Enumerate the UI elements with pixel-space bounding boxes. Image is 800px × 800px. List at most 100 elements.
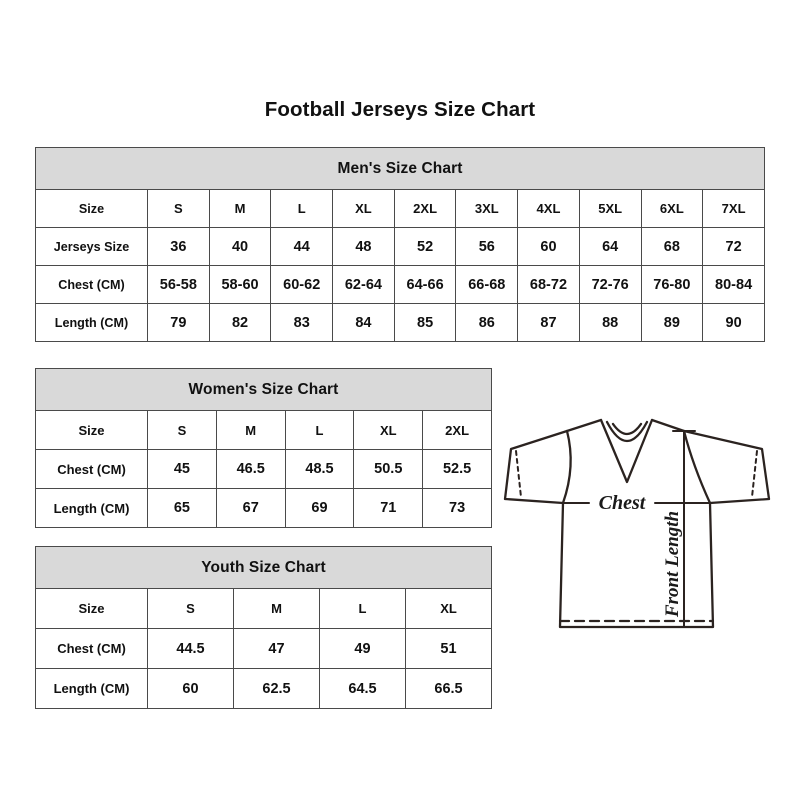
body-outline xyxy=(558,501,715,629)
cell-chest-3xl: 66-68 xyxy=(455,265,519,304)
front-length-measure-label: Front Length xyxy=(662,511,683,618)
column-header-size: Size xyxy=(35,588,148,629)
jersey-measurement-diagram: Chest Front Length xyxy=(497,396,787,686)
cell-length-2xl: 85 xyxy=(393,303,457,342)
right-armhole-seam xyxy=(682,429,712,505)
cell-chest-6xl: 76-80 xyxy=(640,265,704,304)
cell-jerseys-size-l: 44 xyxy=(270,227,334,266)
cell-length-l: 83 xyxy=(270,303,334,342)
column-header-2xl: 2XL xyxy=(422,410,492,450)
youth-table-caption: Youth Size Chart xyxy=(35,546,492,589)
cell-jerseys-size-m: 40 xyxy=(208,227,272,266)
cell-length-l: 64.5 xyxy=(319,668,406,709)
table-header-row: Size S M L XL 2XL xyxy=(35,410,492,450)
youth-size-chart-table: Youth Size Chart Size S M L XL Chest (CM… xyxy=(35,546,492,709)
cell-length-xl: 71 xyxy=(353,488,424,528)
row-header-length: Length (CM) xyxy=(35,668,148,709)
column-header-7xl: 7XL xyxy=(702,189,765,228)
cell-jerseys-size-7xl: 72 xyxy=(702,227,765,266)
cell-chest-m: 46.5 xyxy=(215,449,286,489)
row-header-jerseys-size: Jerseys Size xyxy=(35,227,148,266)
right-shoulder-line xyxy=(650,418,686,433)
cell-chest-m: 58-60 xyxy=(208,265,272,304)
left-armhole-seam xyxy=(561,429,572,505)
column-header-m: M xyxy=(233,588,320,629)
cell-length-s: 65 xyxy=(147,488,217,528)
table-row: Chest (CM) 44.5 47 49 51 xyxy=(35,628,492,669)
column-header-s: S xyxy=(147,588,234,629)
table-row: Jerseys Size 36 40 44 48 52 56 60 64 68 … xyxy=(35,227,765,266)
cell-length-s: 79 xyxy=(147,303,210,342)
table-row: Chest (CM) 56-58 58-60 60-62 62-64 64-66… xyxy=(35,265,765,304)
column-header-s: S xyxy=(147,189,210,228)
cell-chest-xl: 51 xyxy=(405,628,492,669)
column-header-5xl: 5XL xyxy=(578,189,642,228)
cell-chest-m: 47 xyxy=(233,628,320,669)
cell-length-m: 67 xyxy=(215,488,286,528)
column-header-size: Size xyxy=(35,189,148,228)
row-header-chest: Chest (CM) xyxy=(35,628,148,669)
cell-jerseys-size-2xl: 52 xyxy=(393,227,457,266)
cell-chest-s: 56-58 xyxy=(147,265,210,304)
row-header-chest: Chest (CM) xyxy=(35,449,148,489)
left-sleeve-cuff-dashed xyxy=(515,450,522,498)
cell-chest-4xl: 68-72 xyxy=(517,265,580,304)
column-header-xl: XL xyxy=(332,189,395,228)
cell-chest-l: 49 xyxy=(319,628,406,669)
cell-length-xl: 84 xyxy=(332,303,395,342)
table-caption-row: Women's Size Chart xyxy=(35,368,492,411)
cell-length-5xl: 88 xyxy=(578,303,642,342)
right-sleeve-cuff-dashed xyxy=(751,450,758,498)
table-row: Length (CM) 79 82 83 84 85 86 87 88 89 9… xyxy=(35,303,765,342)
cell-jerseys-size-xl: 48 xyxy=(332,227,395,266)
table-header-row: Size S M L XL 2XL 3XL 4XL 5XL 6XL 7XL xyxy=(35,189,765,228)
mens-size-chart-table: Men's Size Chart Size S M L XL 2XL 3XL 4… xyxy=(35,147,765,342)
row-header-chest: Chest (CM) xyxy=(35,265,148,304)
left-shoulder-line xyxy=(565,418,603,433)
womens-size-chart-table: Women's Size Chart Size S M L XL 2XL Che… xyxy=(35,368,492,528)
cell-length-4xl: 87 xyxy=(517,303,580,342)
cell-jerseys-size-6xl: 68 xyxy=(640,227,704,266)
column-header-l: L xyxy=(284,410,355,450)
cell-length-xl: 66.5 xyxy=(405,668,492,709)
cell-length-l: 69 xyxy=(284,488,355,528)
table-header-row: Size S M L XL xyxy=(35,588,492,629)
column-header-6xl: 6XL xyxy=(640,189,704,228)
cell-length-s: 60 xyxy=(147,668,234,709)
cell-length-3xl: 86 xyxy=(455,303,519,342)
right-sleeve-outline xyxy=(682,429,771,505)
mens-table-caption: Men's Size Chart xyxy=(35,147,765,190)
cell-length-m: 62.5 xyxy=(233,668,320,709)
table-caption-row: Men's Size Chart xyxy=(35,147,765,190)
row-header-length: Length (CM) xyxy=(35,303,148,342)
cell-chest-xl: 50.5 xyxy=(353,449,424,489)
column-header-l: L xyxy=(319,588,406,629)
cell-chest-l: 60-62 xyxy=(270,265,334,304)
table-caption-row: Youth Size Chart xyxy=(35,546,492,589)
cell-jerseys-size-s: 36 xyxy=(147,227,210,266)
cell-length-7xl: 90 xyxy=(702,303,765,342)
row-header-length: Length (CM) xyxy=(35,488,148,528)
left-sleeve-outline xyxy=(503,429,569,505)
cell-length-2xl: 73 xyxy=(422,488,492,528)
column-header-l: L xyxy=(270,189,334,228)
table-row: Length (CM) 60 62.5 64.5 66.5 xyxy=(35,668,492,709)
column-header-m: M xyxy=(208,189,272,228)
chest-measure-label: Chest xyxy=(599,492,647,514)
column-header-4xl: 4XL xyxy=(517,189,580,228)
column-header-2xl: 2XL xyxy=(393,189,457,228)
table-row: Length (CM) 65 67 69 71 73 xyxy=(35,488,492,528)
cell-jerseys-size-3xl: 56 xyxy=(455,227,519,266)
table-row: Chest (CM) 45 46.5 48.5 50.5 52.5 xyxy=(35,449,492,489)
vneck-inner-line xyxy=(611,422,643,436)
cell-chest-7xl: 80-84 xyxy=(702,265,765,304)
cell-chest-5xl: 72-76 xyxy=(578,265,642,304)
cell-chest-xl: 62-64 xyxy=(332,265,395,304)
cell-jerseys-size-4xl: 60 xyxy=(517,227,580,266)
cell-chest-l: 48.5 xyxy=(284,449,355,489)
cell-chest-2xl: 64-66 xyxy=(393,265,457,304)
cell-chest-s: 44.5 xyxy=(147,628,234,669)
vneck-outer-line xyxy=(599,418,654,484)
column-header-xl: XL xyxy=(353,410,424,450)
cell-length-6xl: 89 xyxy=(640,303,704,342)
